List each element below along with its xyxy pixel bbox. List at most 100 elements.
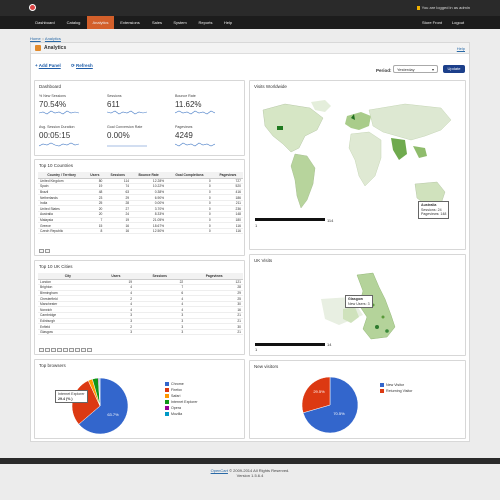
- pie-label-returning-visitor: 29.5%: [313, 389, 325, 394]
- opencart-logo-icon[interactable]: [29, 4, 36, 11]
- pie-slice-mozilla[interactable]: [98, 377, 101, 407]
- table-cell: Chesterfield: [38, 295, 98, 302]
- table-cell: 3: [97, 318, 135, 325]
- table-cell: 3: [97, 329, 135, 336]
- opencart-link[interactable]: OpenCart: [210, 468, 228, 473]
- table-cell: Brazil: [38, 189, 86, 196]
- legend-label: Chrome: [171, 382, 184, 386]
- table-cell: Czech Republic: [38, 228, 86, 235]
- countries-table: Country / Territory Users Sessions Bounce R…: [38, 172, 243, 235]
- legend-item[interactable]: Mozilla: [165, 412, 182, 416]
- legend-item[interactable]: New Visitor: [380, 383, 404, 387]
- breadcrumb-home[interactable]: Home: [30, 36, 41, 41]
- table-cell: 30: [185, 323, 243, 330]
- pager-prev[interactable]: [45, 348, 50, 352]
- uk-callout: Glasgow New Users: 3: [345, 295, 373, 308]
- legend-label: Opera: [171, 406, 181, 410]
- legend-item[interactable]: Returning Visitor: [380, 389, 413, 393]
- pager-page[interactable]: [57, 348, 62, 352]
- metric-value: 00:05:15: [39, 131, 71, 140]
- visitors-pie-chart: 70.5% 29.5%: [301, 376, 359, 434]
- pager-page[interactable]: [63, 348, 68, 352]
- column-header: Pageviews: [212, 172, 243, 179]
- pager-next[interactable]: [45, 249, 50, 253]
- plus-icon: +: [35, 63, 39, 68]
- dashboard-box: Dashboard % New Sessions 70.54% Sessions…: [34, 80, 245, 156]
- table-row: Norwich 4 4 16: [38, 306, 243, 314]
- pie-slice-returning-visitor[interactable]: [301, 376, 331, 414]
- pager-page[interactable]: [51, 348, 56, 352]
- metric-value: 611: [107, 100, 120, 109]
- help-link[interactable]: Help: [456, 46, 465, 51]
- footer-copyright: OpenCart © 2009-2014 All Rights Reserved…: [210, 468, 290, 473]
- visitors-title: New visitors: [254, 364, 279, 369]
- table-cell: 0: [166, 228, 213, 235]
- update-button[interactable]: Update: [443, 65, 465, 73]
- table-cell: 0.38%: [131, 189, 167, 196]
- legend-item[interactable]: Safari: [165, 394, 180, 398]
- table-cell: 29: [185, 290, 243, 297]
- period-select[interactable]: Yesterday ▾: [393, 65, 438, 73]
- breadcrumb-analytics[interactable]: Analytics: [44, 36, 61, 41]
- pager-last[interactable]: [87, 348, 92, 352]
- table-cell: Netherlands: [38, 194, 86, 201]
- refresh-button[interactable]: ⟳ Refresh: [71, 63, 93, 68]
- table-row: Netherlands 23 29 6.90% 0 186: [38, 194, 243, 201]
- pager-first[interactable]: [39, 348, 44, 352]
- sparkline: [107, 110, 147, 115]
- sparkline: [175, 142, 215, 147]
- legend-swatch: [165, 400, 169, 404]
- menu-catalog[interactable]: Catalog: [66, 20, 81, 25]
- add-panel-button[interactable]: + Add Panel: [35, 63, 61, 68]
- pie-slice-chrome[interactable]: [78, 377, 129, 435]
- table-cell: 3: [134, 323, 186, 330]
- menu-logout[interactable]: Logout: [451, 20, 465, 25]
- table-cell: 18.67%: [131, 222, 167, 229]
- table-cell: 19: [104, 217, 132, 224]
- cities-title: Top 10 UK Cities: [39, 264, 73, 269]
- menu-store-front[interactable]: Store Front: [422, 20, 443, 25]
- table-row: Malaysia 7 19 21.05% 0 180: [38, 217, 243, 224]
- pager-prev[interactable]: [39, 249, 44, 253]
- menu-help[interactable]: Help: [223, 20, 233, 25]
- menu-extensions[interactable]: Extensions: [120, 20, 140, 25]
- uk-map[interactable]: 1 14: [255, 269, 460, 351]
- table-cell: 4: [134, 295, 186, 302]
- menu-dashboard[interactable]: Dashboard: [35, 20, 55, 25]
- pager-page[interactable]: [75, 348, 80, 352]
- sparkline: [175, 110, 215, 115]
- pie-slice-new-visitor[interactable]: [302, 376, 359, 434]
- legend-item[interactable]: Internet Explorer: [165, 400, 198, 404]
- menu-reports[interactable]: Reports: [198, 20, 213, 25]
- table-cell: 180: [212, 217, 243, 224]
- table-cell: 6.90%: [131, 194, 167, 201]
- menu-analytics[interactable]: Analytics: [87, 16, 114, 29]
- legend-item[interactable]: Firefox: [165, 388, 182, 392]
- countries-pager[interactable]: [39, 249, 50, 253]
- table-cell: Glasgow: [38, 329, 98, 336]
- pager-page[interactable]: [69, 348, 74, 352]
- legend-item[interactable]: Opera: [165, 406, 181, 410]
- column-header: Bounce Rate: [131, 172, 167, 179]
- metric-label: % New Sessions: [39, 94, 66, 98]
- cities-table: City Users Sessions Pageviews London 19 22 121…: [38, 273, 243, 336]
- table-cell: 4: [97, 301, 135, 308]
- metric-value: 0.00%: [107, 131, 130, 140]
- legend-item[interactable]: Chrome: [165, 382, 184, 386]
- table-cell: 12.50%: [131, 228, 167, 235]
- lock-icon: [416, 6, 420, 10]
- world-scale-max: 114: [327, 218, 334, 223]
- table-cell: 30: [185, 301, 243, 308]
- table-cell: 114: [104, 178, 132, 185]
- world-title: Visits Worldwide: [254, 84, 287, 89]
- menu-sales[interactable]: Sales: [151, 20, 162, 25]
- table-cell: Manchester: [38, 301, 98, 308]
- pager-next[interactable]: [81, 348, 86, 352]
- browsers-title: Top browsers: [39, 363, 66, 368]
- table-row: Birmingham 4 6 29: [38, 290, 243, 297]
- cities-pager[interactable]: [39, 348, 92, 352]
- sparkline: [39, 142, 79, 147]
- footer-bar: [0, 458, 500, 464]
- menu-system[interactable]: System: [173, 20, 187, 25]
- table-row: United Kingdom 80 114 12.28% 0 727: [38, 178, 243, 185]
